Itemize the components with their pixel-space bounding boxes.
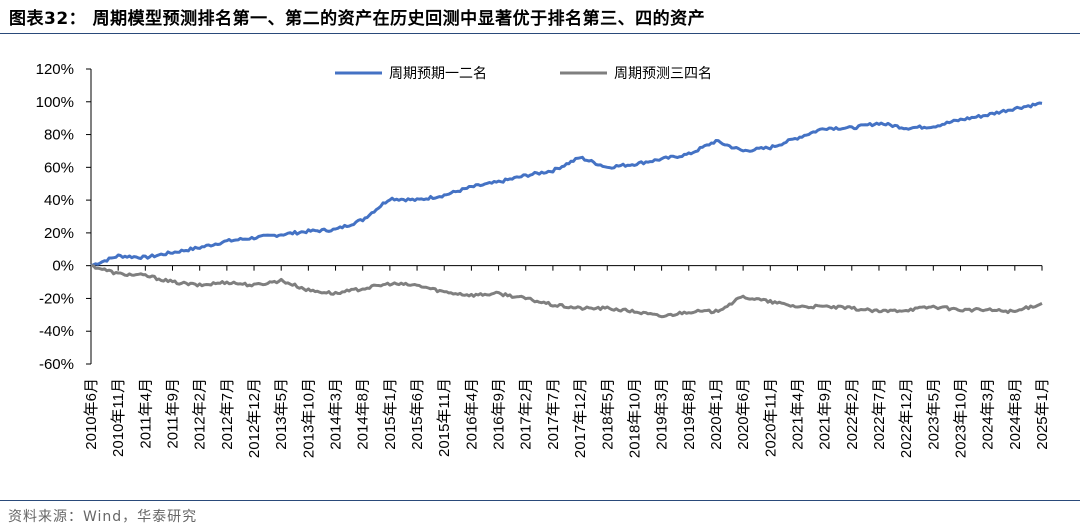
- x-tick-label: 2012年12月: [246, 378, 263, 458]
- x-tick-label: 2022年2月: [844, 378, 861, 450]
- x-tick-label: 2020年1月: [708, 378, 725, 450]
- x-tick-label: 2021年9月: [817, 378, 834, 450]
- y-tick-label: 80%: [44, 127, 74, 144]
- x-tick-label: 2025年1月: [1034, 378, 1051, 450]
- x-tick-label: 2020年6月: [735, 378, 752, 450]
- legend-label-2: 周期预测三四名: [614, 66, 712, 82]
- x-tick-label: 2021年4月: [789, 378, 806, 450]
- x-tick-label: 2012年2月: [192, 378, 209, 450]
- x-tick-label: 2019年3月: [654, 378, 671, 450]
- x-tick-label: 2018年5月: [599, 378, 616, 450]
- x-tick-label: 2013年10月: [300, 378, 317, 458]
- x-tick-label: 2024年8月: [1007, 378, 1024, 450]
- x-tick-label: 2019年8月: [681, 378, 698, 450]
- y-tick-label: 60%: [44, 159, 74, 176]
- x-axis: 2010年6月 2010年11月 2011年4月 2011年9月 2012年2月 2012…: [83, 265, 1051, 458]
- x-tick-label: 2018年10月: [626, 378, 643, 458]
- x-tick-label: 2017年2月: [518, 378, 535, 450]
- x-tick-label: 2016年9月: [491, 378, 508, 450]
- y-tick-label: 0%: [52, 258, 74, 275]
- x-tick-label: 2022年7月: [871, 378, 888, 450]
- x-tick-label: 2014年3月: [328, 378, 345, 450]
- y-tick-label: 100%: [36, 94, 74, 111]
- y-tick-label: -20%: [39, 290, 74, 307]
- x-tick-label: 2010年11月: [110, 378, 127, 457]
- y-tick-label: -60%: [39, 356, 74, 373]
- x-tick-label: 2011年4月: [137, 378, 154, 449]
- x-tick-label: 2017年7月: [545, 378, 562, 450]
- y-tick-label: 40%: [44, 192, 74, 209]
- x-tick-label: 2024年3月: [980, 378, 997, 450]
- legend-label-1: 周期预期一二名: [389, 66, 487, 82]
- x-tick-label: 2020年11月: [762, 378, 779, 457]
- x-tick-label: 2023年5月: [925, 378, 942, 450]
- x-tick-label: 2016年4月: [463, 378, 480, 450]
- x-tick-label: 2015年11月: [436, 378, 453, 457]
- x-tick-label: 2014年8月: [355, 378, 372, 450]
- page-title: 图表32： 周期模型预测排名第一、第二的资产在历史回测中显著优于排名第三、四的资…: [9, 9, 706, 29]
- source-divider: [0, 500, 1080, 501]
- x-tick-label: 2013年5月: [273, 378, 290, 450]
- x-tick-label: 2015年1月: [382, 378, 399, 450]
- series-line-1: [90, 101, 1043, 268]
- x-tick-label: 2022年12月: [898, 378, 915, 458]
- title-divider: [0, 33, 1080, 34]
- x-tick-label: 2017年12月: [572, 378, 589, 458]
- x-tick-label: 2011年9月: [165, 378, 182, 449]
- legend: 周期预期一二名 周期预测三四名: [335, 66, 712, 82]
- x-tick-label: 2023年10月: [952, 378, 969, 458]
- x-tick-label: 2010年6月: [83, 378, 100, 450]
- y-axis: 120% 100% 80% 60% 40% 20% 0% -20% -40% -60%: [36, 61, 92, 373]
- line-chart: 120% 100% 80% 60% 40% 20% 0% -20% -40% -60% 2010年…: [36, 61, 1051, 458]
- y-tick-label: 20%: [44, 225, 74, 242]
- series-line-2: [91, 264, 1043, 319]
- source-note: 资料来源：Wind，华泰研究: [8, 509, 198, 525]
- x-tick-label: 2012年7月: [219, 378, 236, 450]
- x-tick-label: 2015年6月: [409, 378, 426, 450]
- series-layer: [90, 101, 1043, 319]
- y-tick-label: 120%: [36, 61, 74, 78]
- y-tick-label: -40%: [39, 323, 74, 340]
